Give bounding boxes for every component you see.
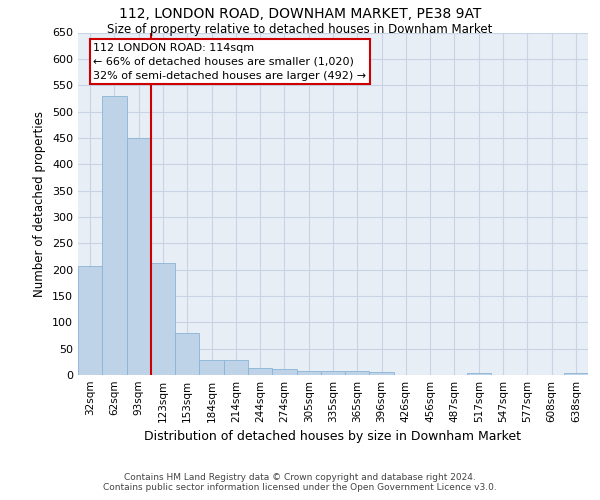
Bar [467, 373, 491, 375]
X-axis label: Distribution of detached houses by size in Downham Market: Distribution of detached houses by size … [145, 430, 521, 444]
Bar [272, 369, 296, 375]
Bar [175, 334, 199, 375]
Bar [151, 264, 175, 375]
Bar [248, 368, 272, 375]
Text: Contains HM Land Registry data © Crown copyright and database right 2024.
Contai: Contains HM Land Registry data © Crown c… [103, 473, 497, 492]
Bar [224, 360, 248, 375]
Bar [370, 372, 394, 375]
Text: Size of property relative to detached houses in Downham Market: Size of property relative to detached ho… [107, 22, 493, 36]
Bar [345, 371, 370, 375]
Bar [296, 371, 321, 375]
Text: 112, LONDON ROAD, DOWNHAM MARKET, PE38 9AT: 112, LONDON ROAD, DOWNHAM MARKET, PE38 9… [119, 8, 481, 22]
Bar [78, 266, 102, 375]
Bar [564, 373, 588, 375]
Bar [321, 371, 345, 375]
Bar [199, 360, 224, 375]
Bar [102, 96, 127, 375]
Bar [127, 138, 151, 375]
Text: 112 LONDON ROAD: 114sqm
← 66% of detached houses are smaller (1,020)
32% of semi: 112 LONDON ROAD: 114sqm ← 66% of detache… [94, 43, 367, 81]
Y-axis label: Number of detached properties: Number of detached properties [34, 111, 46, 296]
